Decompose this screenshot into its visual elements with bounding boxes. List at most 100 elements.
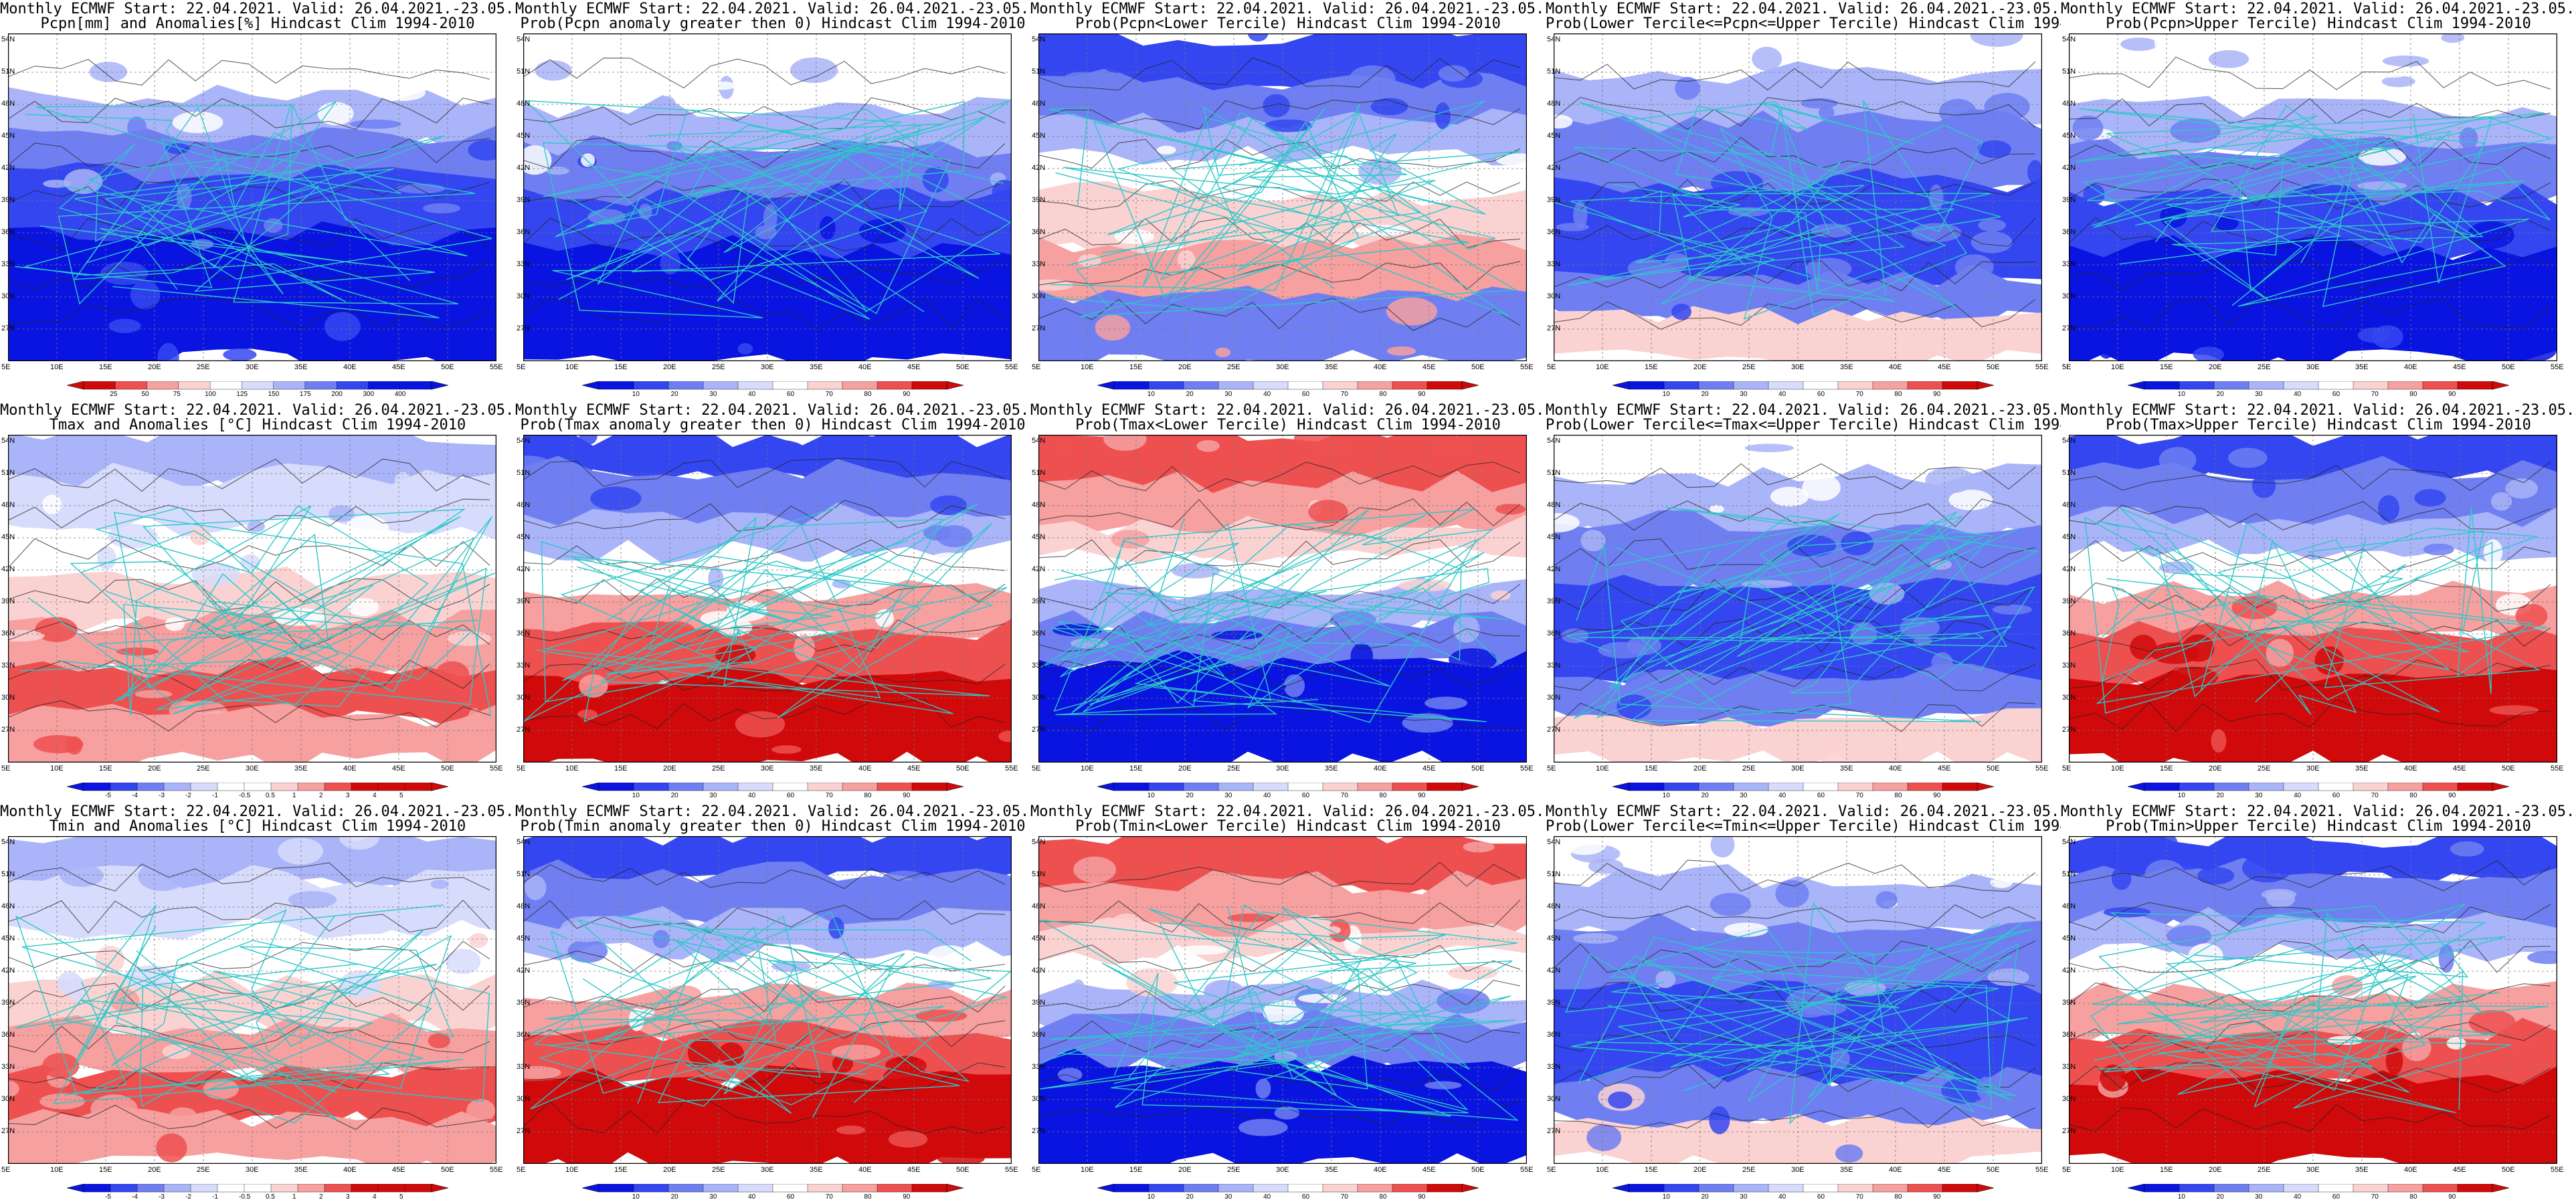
lon-tick-label: 5E bbox=[1032, 1166, 1041, 1174]
shaded-patch bbox=[41, 494, 62, 514]
panel-title: Monthly ECMWF Start: 22.04.2021. Valid: … bbox=[515, 1, 1030, 17]
shaded-patch bbox=[836, 1125, 866, 1135]
lat-tick-label: 42N bbox=[1, 967, 15, 975]
shaded-patch bbox=[1447, 965, 1498, 981]
lon-tick-label: 45E bbox=[392, 765, 405, 773]
lon-tick-label: 30E bbox=[1276, 765, 1289, 773]
colorbar-tick-label: 80 bbox=[1379, 1193, 1387, 1201]
colorbar-swatch bbox=[217, 783, 245, 791]
contour-line bbox=[1554, 260, 2036, 292]
lon-tick-label: 15E bbox=[99, 1166, 112, 1174]
coastline bbox=[1083, 552, 1503, 722]
colorbar-swatch bbox=[1357, 381, 1393, 390]
contour-line bbox=[2069, 698, 2551, 732]
colorbar-tick-label: 30 bbox=[1740, 1193, 1748, 1201]
lat-tick-label: 54N bbox=[1547, 35, 1561, 43]
contour-line bbox=[8, 862, 490, 892]
lat-tick-label: 30N bbox=[1547, 694, 1561, 702]
shaded-patch bbox=[156, 1133, 187, 1163]
lat-tick-label: 54N bbox=[1, 437, 15, 445]
lat-tick-label: 33N bbox=[1032, 1063, 1046, 1071]
coastline bbox=[2132, 522, 2450, 698]
colorbar-swatch bbox=[351, 1184, 379, 1193]
map-field bbox=[523, 435, 1012, 763]
lat-tick-label: 42N bbox=[517, 164, 531, 172]
colorbar-swatch bbox=[83, 1184, 111, 1193]
lon-tick-label: 55E bbox=[1520, 363, 1534, 371]
lon-tick-label: 25E bbox=[1742, 765, 1756, 773]
shaded-patch bbox=[1274, 1051, 1297, 1062]
map-frame bbox=[1554, 435, 2042, 763]
panel-subtitle: Pcpn[mm] and Anomalies[%] Hindcast Clim … bbox=[40, 15, 475, 32]
panel-title: Monthly ECMWF Start: 22.04.2021. Valid: … bbox=[1030, 1, 1546, 17]
lat-tick-label: 33N bbox=[2062, 662, 2076, 670]
colorbar-swatch bbox=[1942, 381, 1978, 390]
colorbar-tick-label: 70 bbox=[1340, 1193, 1348, 1201]
shaded-patch bbox=[1655, 970, 1676, 989]
colorbar-swatch bbox=[1803, 1184, 1839, 1193]
lat-tick-label: 42N bbox=[517, 565, 531, 573]
lon-tick-label: 10E bbox=[565, 363, 579, 371]
colorbar-swatch bbox=[273, 381, 306, 390]
shaded-patch bbox=[35, 617, 78, 642]
shaded-patch bbox=[1819, 106, 1835, 119]
lon-tick-label: 25E bbox=[1227, 1166, 1240, 1174]
colorbar-tick-label: 80 bbox=[1379, 391, 1387, 398]
lat-tick-label: 30N bbox=[2062, 694, 2076, 702]
lat-tick-label: 39N bbox=[1547, 196, 1561, 204]
shaded-patch bbox=[1308, 500, 1348, 524]
lat-tick-label: 51N bbox=[1032, 469, 1046, 477]
colorbar-swatch bbox=[1287, 381, 1323, 390]
lon-tick-label: 45E bbox=[907, 765, 921, 773]
lon-tick-label: 45E bbox=[1938, 765, 1951, 773]
map-field bbox=[1554, 836, 2042, 1164]
lat-tick-label: 42N bbox=[1, 565, 15, 573]
coastline bbox=[530, 911, 992, 1114]
colorbar-tick-label: 90 bbox=[1418, 391, 1426, 398]
coastline bbox=[14, 940, 490, 1102]
coastline bbox=[539, 930, 1012, 1107]
lon-tick-label: 25E bbox=[712, 765, 725, 773]
shaded-patch bbox=[2159, 836, 2178, 851]
colorbar-tick-label: 20 bbox=[2216, 792, 2224, 799]
shaded-patch bbox=[567, 939, 608, 963]
lat-tick-label: 30N bbox=[517, 292, 531, 300]
shaded-patch bbox=[1992, 604, 2032, 615]
colorbar-swatch bbox=[1392, 783, 1428, 791]
colorbar-tick-label: 1 bbox=[292, 792, 296, 799]
shaded-patch bbox=[2266, 639, 2294, 668]
lon-tick-label: 55E bbox=[2551, 1166, 2564, 1174]
colorbar-arrow-right bbox=[946, 381, 963, 390]
map-field bbox=[1554, 33, 2042, 361]
colorbar-tick-label: 60 bbox=[2332, 391, 2340, 398]
colorbar-swatch bbox=[1218, 783, 1254, 791]
shaded-patch bbox=[1710, 892, 1751, 916]
shaded-patch bbox=[428, 1033, 450, 1049]
map-frame bbox=[523, 836, 1012, 1164]
colorbar-arrow-left bbox=[2128, 1184, 2145, 1193]
lat-tick-label: 54N bbox=[1547, 838, 1561, 846]
lon-tick-label: 25E bbox=[197, 765, 210, 773]
coastline bbox=[1573, 100, 1967, 316]
coastline bbox=[2098, 520, 2538, 715]
colorbar bbox=[67, 783, 448, 791]
map-field bbox=[523, 836, 1012, 1164]
coastline bbox=[123, 915, 454, 1124]
lon-tick-label: 30E bbox=[1791, 363, 1805, 371]
lon-tick-label: 5E bbox=[1, 1166, 11, 1174]
lon-tick-label: 40E bbox=[1374, 765, 1387, 773]
contour-line bbox=[8, 900, 490, 934]
coastline bbox=[48, 909, 438, 1120]
lat-tick-label: 33N bbox=[517, 1063, 531, 1071]
contour-line bbox=[2069, 258, 2551, 292]
lat-tick-label: 48N bbox=[1032, 100, 1046, 108]
colorbar-swatch bbox=[1872, 381, 1908, 390]
colorbar-swatch bbox=[737, 1184, 773, 1193]
colorbar-arrow-right bbox=[1461, 1184, 1479, 1193]
shaded-patch bbox=[2491, 492, 2512, 511]
colorbar-tick-label: 10 bbox=[1662, 1193, 1670, 1201]
coastline bbox=[1611, 922, 2023, 1102]
colorbar-swatch bbox=[147, 381, 179, 390]
shaded-patch bbox=[1420, 1127, 1465, 1155]
lon-tick-label: 40E bbox=[343, 363, 357, 371]
